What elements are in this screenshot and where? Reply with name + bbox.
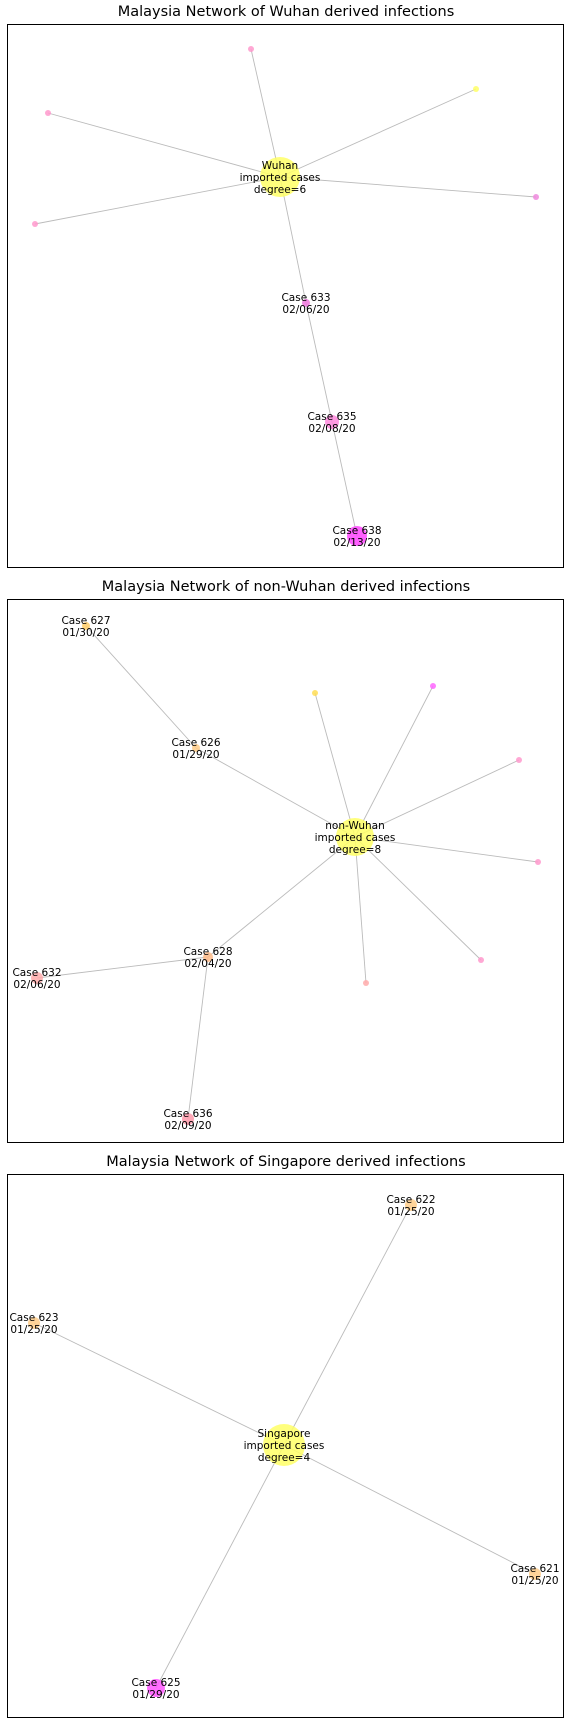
node-label: Case 622 bbox=[386, 1194, 435, 1206]
case-node bbox=[405, 1199, 417, 1211]
case-node bbox=[516, 757, 522, 763]
panel-title: Malaysia Network of non-Wuhan derived in… bbox=[101, 579, 471, 595]
case-node bbox=[82, 622, 90, 630]
case-node bbox=[529, 1568, 541, 1580]
node-label: Case 627 bbox=[61, 615, 110, 627]
plot-frame: non-Wuhan imported cases degree=8 Case 626 0… bbox=[7, 599, 564, 1143]
case-node bbox=[147, 1679, 165, 1697]
node-label: Case 638 bbox=[332, 525, 381, 537]
network-edge bbox=[207, 836, 356, 958]
network-edge bbox=[36, 956, 209, 979]
node-label: Case 625 bbox=[131, 1677, 180, 1689]
network-edge bbox=[354, 836, 482, 961]
case-node bbox=[192, 744, 200, 752]
node-label: degree=8 bbox=[329, 844, 381, 856]
case-node bbox=[302, 299, 310, 307]
node-label: 02/08/20 bbox=[308, 423, 355, 435]
network-edge bbox=[250, 48, 281, 178]
case-node bbox=[473, 86, 479, 92]
network-edge bbox=[33, 1322, 285, 1446]
node-label: 01/29/20 bbox=[172, 749, 219, 761]
plot-frame: Singapore imported cases degree=4 Case 622 0… bbox=[7, 1174, 564, 1718]
network-edge bbox=[283, 1204, 412, 1446]
node-label: 02/04/20 bbox=[184, 958, 231, 970]
node-label: Case 628 bbox=[183, 946, 232, 958]
network-edge bbox=[279, 176, 537, 198]
case-node bbox=[32, 221, 38, 227]
case-node bbox=[45, 110, 51, 116]
hub-node bbox=[336, 818, 374, 856]
node-label: Case 623 bbox=[9, 1312, 58, 1324]
network-edge bbox=[354, 836, 367, 984]
network-edge bbox=[155, 1444, 285, 1689]
plot-frame: Wuhan imported cases degree=6 Case 633 02/06… bbox=[7, 24, 564, 568]
hub-node bbox=[260, 157, 300, 197]
network-edge bbox=[195, 747, 356, 838]
case-node bbox=[203, 952, 213, 962]
node-label: 02/06/20 bbox=[13, 979, 60, 991]
node-label: degree=6 bbox=[254, 184, 307, 196]
node-label: Case 621 bbox=[510, 1563, 559, 1575]
case-node bbox=[430, 683, 436, 689]
network-edge bbox=[47, 112, 281, 178]
node-label: Singapore bbox=[258, 1428, 311, 1440]
network-edge bbox=[85, 625, 197, 749]
network-edge bbox=[279, 176, 307, 304]
node-label: Case 633 bbox=[281, 292, 330, 304]
network-edge bbox=[331, 421, 358, 537]
node-label: Case 626 bbox=[171, 737, 220, 749]
node-label: Wuhan bbox=[262, 160, 298, 172]
node-label: imported cases bbox=[244, 1440, 325, 1452]
network-edge bbox=[354, 759, 520, 838]
case-node bbox=[478, 957, 484, 963]
network-edge bbox=[354, 685, 434, 838]
node-label: imported cases bbox=[240, 172, 321, 184]
case-node bbox=[182, 1113, 194, 1125]
node-label: 02/06/20 bbox=[282, 304, 329, 316]
case-node bbox=[248, 46, 254, 52]
network-edge bbox=[305, 302, 333, 423]
node-label: 01/25/20 bbox=[387, 1206, 434, 1218]
node-label: 02/13/20 bbox=[333, 537, 380, 549]
hub-node bbox=[263, 1424, 305, 1466]
network-edge bbox=[283, 1444, 536, 1575]
network-edge bbox=[279, 88, 477, 178]
case-node bbox=[363, 980, 369, 986]
network-edge bbox=[187, 956, 209, 1120]
node-label: 02/09/20 bbox=[164, 1120, 211, 1132]
case-node bbox=[535, 859, 541, 865]
node-label: degree=4 bbox=[258, 1452, 311, 1464]
node-label: 01/25/20 bbox=[511, 1575, 558, 1587]
node-label: 01/25/20 bbox=[10, 1324, 57, 1336]
network-edge bbox=[314, 692, 356, 838]
case-node bbox=[31, 972, 43, 984]
case-node bbox=[28, 1317, 40, 1329]
case-node bbox=[347, 526, 367, 546]
node-label: imported cases bbox=[315, 832, 396, 844]
case-node bbox=[533, 194, 539, 200]
node-label: Case 635 bbox=[307, 411, 356, 423]
node-label: 01/30/20 bbox=[62, 627, 109, 639]
case-node bbox=[312, 690, 318, 696]
node-label: 01/29/20 bbox=[132, 1689, 179, 1701]
panel-title: Malaysia Network of Wuhan derived infect… bbox=[117, 4, 455, 20]
node-label: Case 632 bbox=[12, 967, 61, 979]
panel-title: Malaysia Network of Singapore derived in… bbox=[106, 1154, 466, 1170]
node-label: Case 636 bbox=[163, 1108, 212, 1120]
network-edge bbox=[354, 836, 539, 863]
node-label: non-Wuhan bbox=[325, 820, 385, 832]
case-node bbox=[325, 415, 339, 429]
network-edge bbox=[34, 176, 281, 225]
